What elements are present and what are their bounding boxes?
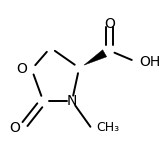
Text: CH₃: CH₃ xyxy=(97,121,120,134)
Text: N: N xyxy=(67,94,77,108)
Text: O: O xyxy=(9,121,20,135)
Text: O: O xyxy=(104,17,115,32)
Text: OH: OH xyxy=(140,55,159,69)
Text: O: O xyxy=(16,62,27,76)
Polygon shape xyxy=(84,50,107,65)
